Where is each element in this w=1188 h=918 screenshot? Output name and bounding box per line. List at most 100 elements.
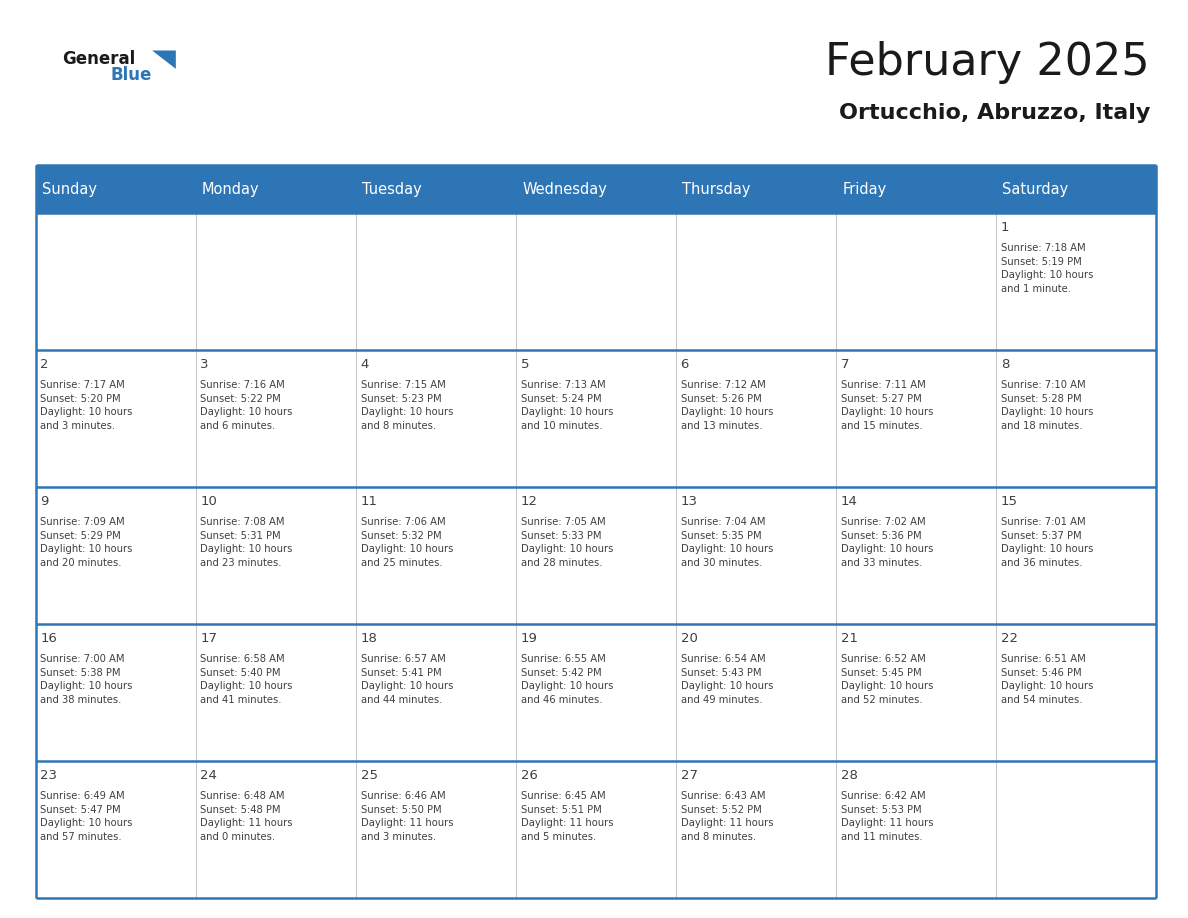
Bar <box>355 624 516 761</box>
Bar <box>36 350 196 487</box>
Text: Monday: Monday <box>202 182 260 196</box>
Text: Sunrise: 7:17 AM
Sunset: 5:20 PM
Daylight: 10 hours
and 3 minutes.: Sunrise: 7:17 AM Sunset: 5:20 PM Dayligh… <box>40 380 133 431</box>
Bar <box>836 624 996 761</box>
Text: Sunrise: 6:45 AM
Sunset: 5:51 PM
Daylight: 11 hours
and 5 minutes.: Sunrise: 6:45 AM Sunset: 5:51 PM Dayligh… <box>520 791 613 842</box>
Text: 28: 28 <box>841 769 858 782</box>
Text: 10: 10 <box>201 495 217 509</box>
Text: 20: 20 <box>681 633 697 645</box>
Text: Sunrise: 6:58 AM
Sunset: 5:40 PM
Daylight: 10 hours
and 41 minutes.: Sunrise: 6:58 AM Sunset: 5:40 PM Dayligh… <box>201 654 293 705</box>
Text: Sunrise: 7:02 AM
Sunset: 5:36 PM
Daylight: 10 hours
and 33 minutes.: Sunrise: 7:02 AM Sunset: 5:36 PM Dayligh… <box>841 517 933 568</box>
Bar <box>996 165 1156 213</box>
Text: Sunrise: 7:11 AM
Sunset: 5:27 PM
Daylight: 10 hours
and 15 minutes.: Sunrise: 7:11 AM Sunset: 5:27 PM Dayligh… <box>841 380 933 431</box>
Text: Sunrise: 6:42 AM
Sunset: 5:53 PM
Daylight: 11 hours
and 11 minutes.: Sunrise: 6:42 AM Sunset: 5:53 PM Dayligh… <box>841 791 933 842</box>
Text: Blue: Blue <box>110 66 152 84</box>
Bar <box>196 487 355 624</box>
Text: Sunrise: 6:48 AM
Sunset: 5:48 PM
Daylight: 11 hours
and 0 minutes.: Sunrise: 6:48 AM Sunset: 5:48 PM Dayligh… <box>201 791 293 842</box>
Text: Friday: Friday <box>842 182 886 196</box>
Text: Saturday: Saturday <box>1003 182 1068 196</box>
Text: 18: 18 <box>360 633 378 645</box>
Text: February 2025: February 2025 <box>826 41 1150 84</box>
Bar <box>996 624 1156 761</box>
Bar <box>996 761 1156 898</box>
Text: 7: 7 <box>841 358 849 371</box>
Text: 4: 4 <box>360 358 369 371</box>
Bar <box>676 624 836 761</box>
Text: 16: 16 <box>40 633 57 645</box>
Text: 22: 22 <box>1000 633 1018 645</box>
Bar <box>676 487 836 624</box>
Text: Sunrise: 7:09 AM
Sunset: 5:29 PM
Daylight: 10 hours
and 20 minutes.: Sunrise: 7:09 AM Sunset: 5:29 PM Dayligh… <box>40 517 133 568</box>
Text: Sunrise: 6:49 AM
Sunset: 5:47 PM
Daylight: 10 hours
and 57 minutes.: Sunrise: 6:49 AM Sunset: 5:47 PM Dayligh… <box>40 791 133 842</box>
Text: Sunrise: 7:08 AM
Sunset: 5:31 PM
Daylight: 10 hours
and 23 minutes.: Sunrise: 7:08 AM Sunset: 5:31 PM Dayligh… <box>201 517 293 568</box>
Bar <box>355 213 516 350</box>
Bar <box>676 213 836 350</box>
Text: 13: 13 <box>681 495 697 509</box>
Text: 21: 21 <box>841 633 858 645</box>
Text: General: General <box>62 50 135 69</box>
Text: Sunrise: 7:13 AM
Sunset: 5:24 PM
Daylight: 10 hours
and 10 minutes.: Sunrise: 7:13 AM Sunset: 5:24 PM Dayligh… <box>520 380 613 431</box>
Bar <box>36 761 196 898</box>
Text: 3: 3 <box>201 358 209 371</box>
Bar <box>196 761 355 898</box>
Bar <box>996 213 1156 350</box>
Text: Sunrise: 6:52 AM
Sunset: 5:45 PM
Daylight: 10 hours
and 52 minutes.: Sunrise: 6:52 AM Sunset: 5:45 PM Dayligh… <box>841 654 933 705</box>
Bar <box>355 165 516 213</box>
Bar <box>36 213 196 350</box>
Text: Sunrise: 6:46 AM
Sunset: 5:50 PM
Daylight: 11 hours
and 3 minutes.: Sunrise: 6:46 AM Sunset: 5:50 PM Dayligh… <box>360 791 453 842</box>
Text: Sunrise: 7:01 AM
Sunset: 5:37 PM
Daylight: 10 hours
and 36 minutes.: Sunrise: 7:01 AM Sunset: 5:37 PM Dayligh… <box>1000 517 1093 568</box>
Bar <box>516 487 676 624</box>
Text: 14: 14 <box>841 495 858 509</box>
Text: 26: 26 <box>520 769 537 782</box>
Text: Sunrise: 7:12 AM
Sunset: 5:26 PM
Daylight: 10 hours
and 13 minutes.: Sunrise: 7:12 AM Sunset: 5:26 PM Dayligh… <box>681 380 773 431</box>
Text: Sunrise: 7:18 AM
Sunset: 5:19 PM
Daylight: 10 hours
and 1 minute.: Sunrise: 7:18 AM Sunset: 5:19 PM Dayligh… <box>1000 243 1093 294</box>
Bar <box>516 165 676 213</box>
Text: Sunrise: 7:05 AM
Sunset: 5:33 PM
Daylight: 10 hours
and 28 minutes.: Sunrise: 7:05 AM Sunset: 5:33 PM Dayligh… <box>520 517 613 568</box>
Text: 2: 2 <box>40 358 49 371</box>
Text: 8: 8 <box>1000 358 1009 371</box>
Text: 25: 25 <box>360 769 378 782</box>
Text: 1: 1 <box>1000 221 1009 234</box>
Text: 17: 17 <box>201 633 217 645</box>
Bar <box>196 624 355 761</box>
Bar <box>996 487 1156 624</box>
Bar <box>36 624 196 761</box>
Bar <box>676 761 836 898</box>
Text: 15: 15 <box>1000 495 1018 509</box>
Text: Sunrise: 7:15 AM
Sunset: 5:23 PM
Daylight: 10 hours
and 8 minutes.: Sunrise: 7:15 AM Sunset: 5:23 PM Dayligh… <box>360 380 453 431</box>
Text: Sunrise: 7:00 AM
Sunset: 5:38 PM
Daylight: 10 hours
and 38 minutes.: Sunrise: 7:00 AM Sunset: 5:38 PM Dayligh… <box>40 654 133 705</box>
Bar <box>355 350 516 487</box>
Bar <box>355 761 516 898</box>
Text: Sunrise: 6:43 AM
Sunset: 5:52 PM
Daylight: 11 hours
and 8 minutes.: Sunrise: 6:43 AM Sunset: 5:52 PM Dayligh… <box>681 791 773 842</box>
Text: 11: 11 <box>360 495 378 509</box>
Bar <box>355 487 516 624</box>
Bar <box>836 165 996 213</box>
Bar <box>836 213 996 350</box>
Text: 27: 27 <box>681 769 697 782</box>
Bar <box>196 165 355 213</box>
Bar <box>996 350 1156 487</box>
Bar <box>676 350 836 487</box>
Text: 6: 6 <box>681 358 689 371</box>
Text: 12: 12 <box>520 495 537 509</box>
Text: Sunrise: 7:04 AM
Sunset: 5:35 PM
Daylight: 10 hours
and 30 minutes.: Sunrise: 7:04 AM Sunset: 5:35 PM Dayligh… <box>681 517 773 568</box>
Text: Sunrise: 6:55 AM
Sunset: 5:42 PM
Daylight: 10 hours
and 46 minutes.: Sunrise: 6:55 AM Sunset: 5:42 PM Dayligh… <box>520 654 613 705</box>
Bar <box>676 165 836 213</box>
Bar <box>36 165 196 213</box>
Bar <box>516 624 676 761</box>
Bar <box>196 350 355 487</box>
Text: Sunrise: 6:54 AM
Sunset: 5:43 PM
Daylight: 10 hours
and 49 minutes.: Sunrise: 6:54 AM Sunset: 5:43 PM Dayligh… <box>681 654 773 705</box>
Bar <box>516 350 676 487</box>
Bar <box>836 761 996 898</box>
Text: Sunrise: 7:10 AM
Sunset: 5:28 PM
Daylight: 10 hours
and 18 minutes.: Sunrise: 7:10 AM Sunset: 5:28 PM Dayligh… <box>1000 380 1093 431</box>
Bar <box>196 213 355 350</box>
Text: 5: 5 <box>520 358 529 371</box>
Text: Sunrise: 6:51 AM
Sunset: 5:46 PM
Daylight: 10 hours
and 54 minutes.: Sunrise: 6:51 AM Sunset: 5:46 PM Dayligh… <box>1000 654 1093 705</box>
Text: 23: 23 <box>40 769 57 782</box>
Text: 24: 24 <box>201 769 217 782</box>
Text: Sunrise: 7:16 AM
Sunset: 5:22 PM
Daylight: 10 hours
and 6 minutes.: Sunrise: 7:16 AM Sunset: 5:22 PM Dayligh… <box>201 380 293 431</box>
Text: Sunrise: 7:06 AM
Sunset: 5:32 PM
Daylight: 10 hours
and 25 minutes.: Sunrise: 7:06 AM Sunset: 5:32 PM Dayligh… <box>360 517 453 568</box>
Bar <box>836 487 996 624</box>
Bar <box>836 350 996 487</box>
Text: Tuesday: Tuesday <box>362 182 422 196</box>
Text: Wednesday: Wednesday <box>523 182 607 196</box>
